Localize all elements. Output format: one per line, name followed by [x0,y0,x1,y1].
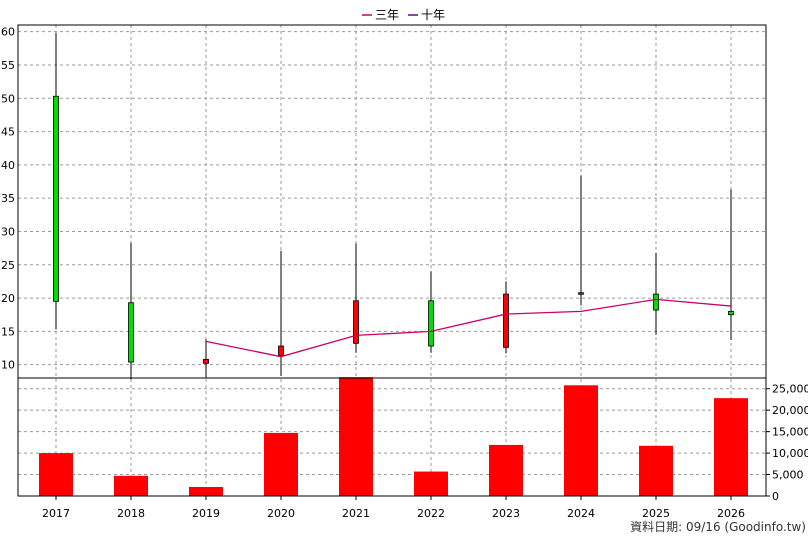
price-tick-label: 60 [1,26,15,39]
candle-body [203,358,209,364]
legend-label-3y: 三年 [375,8,399,22]
axis-ticks: 101520253035404550556005,00010,00015,000… [1,26,808,520]
volume-bar [414,471,448,496]
plot-frame [17,24,767,497]
category-tick-label: 2023 [492,507,520,520]
category-tick-label: 2017 [42,507,70,520]
price-tick-label: 30 [1,225,15,238]
price-tick-label: 10 [1,359,15,372]
volume-bar [489,444,523,496]
candle-body [428,300,434,347]
candle-body [353,300,359,344]
candle-body [128,302,134,363]
candle-body [578,292,584,295]
volume-bar [114,475,148,496]
price-tick-label: 25 [1,259,15,272]
category-tick-label: 2021 [342,507,370,520]
price-tick-label: 15 [1,325,15,338]
volume-tick-label: 15,000 [772,426,808,439]
candle-body [53,95,59,302]
volume-bar [189,486,223,496]
volume-tick-label: 0 [772,490,779,503]
category-tick-label: 2019 [192,507,220,520]
price-tick-label: 20 [1,292,15,305]
candle-body [728,310,734,316]
category-tick-label: 2025 [642,507,670,520]
volume-bar [714,398,748,496]
volume-tick-label: 10,000 [772,447,808,460]
candlesticks [53,32,734,380]
volume-tick-label: 20,000 [772,404,808,417]
volume-tick-label: 5,000 [772,469,804,482]
plot-border [17,24,767,497]
category-tick-label: 2020 [267,507,295,520]
price-tick-label: 50 [1,92,15,105]
category-tick-label: 2018 [117,507,145,520]
candle-body [503,293,509,348]
price-tick-label: 55 [1,59,15,72]
price-tick-label: 40 [1,159,15,172]
volume-bar [39,453,73,496]
volume-bar [264,432,298,496]
category-tick-label: 2022 [417,507,445,520]
volume-bar [639,445,673,496]
price-tick-label: 35 [1,192,15,205]
category-tick-label: 2024 [567,507,595,520]
volume-bar [339,377,373,496]
price-tick-label: 45 [1,126,15,139]
data-date-footer: 資料日期: 09/16 (Goodinfo.tw) [630,520,806,534]
candle-body [653,293,659,311]
candle-body [278,345,284,356]
line-series [205,298,732,358]
legend-label-10y: 十年 [421,8,445,22]
volume-tick-label: 25,000 [772,383,808,396]
line-series-3y [205,298,732,358]
volume-bars [39,377,748,496]
legend: 三年 十年 [362,8,445,22]
volume-bar [564,385,598,496]
category-tick-label: 2026 [717,507,745,520]
